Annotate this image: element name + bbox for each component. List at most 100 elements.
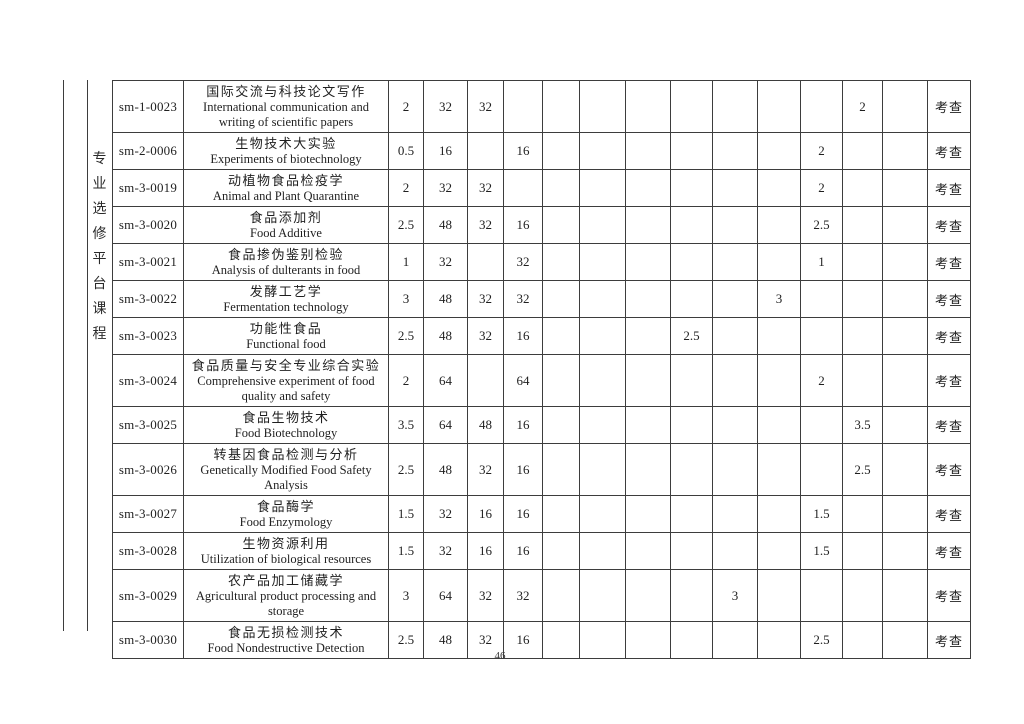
semester-cell — [882, 206, 928, 244]
semester-cell — [542, 621, 580, 659]
credits-cell: 2 — [388, 80, 424, 133]
lab-hours-cell: 16 — [503, 532, 543, 570]
course-code-cell: sm-3-0021 — [112, 243, 184, 281]
course-name-cell: 食品掺伪鉴别检验 Analysis of dulterants in food — [183, 243, 389, 281]
semester-cell — [625, 169, 671, 207]
credits-cell: 1 — [388, 243, 424, 281]
semester-cell — [625, 354, 671, 407]
semester-cell — [757, 132, 801, 170]
course-code-cell: sm-1-0023 — [112, 80, 184, 133]
lab-hours-cell: 64 — [503, 354, 543, 407]
semester-cell — [625, 243, 671, 281]
course-name-zh: 食品添加剂 — [249, 210, 323, 225]
semester-cell — [757, 354, 801, 407]
credits-cell: 3 — [388, 569, 424, 622]
assessment-cell: 考查 — [927, 354, 971, 407]
semester-cell — [712, 532, 758, 570]
course-name-en: Experiments of biotechnology — [210, 152, 362, 166]
semester-cell — [757, 317, 801, 355]
course-name-en: Food Enzymology — [239, 515, 333, 529]
semester-cell — [842, 169, 883, 207]
course-name-zh: 农产品加工储藏学 — [227, 573, 344, 588]
semester-cell — [757, 206, 801, 244]
table-left-rule-inner — [87, 80, 88, 631]
course-name-en: Agricultural product processing and stor… — [195, 589, 377, 618]
course-table: sm-1-0023 国际交流与科技论文写作 International comm… — [112, 80, 971, 659]
semester-cell — [757, 569, 801, 622]
semester-cell — [625, 132, 671, 170]
semester-cell — [712, 206, 758, 244]
page-number: 46 — [494, 650, 506, 662]
assessment-cell: 考查 — [927, 169, 971, 207]
semester-cell — [712, 443, 758, 496]
total-hours-cell: 64 — [423, 354, 468, 407]
semester-cell — [882, 495, 928, 533]
table-left-rule-outer — [63, 80, 64, 631]
semester-cell — [842, 132, 883, 170]
course-code-cell: sm-3-0025 — [112, 406, 184, 444]
semester-cell — [670, 569, 713, 622]
course-name-zh: 国际交流与科技论文写作 — [206, 84, 366, 99]
course-code-cell: sm-2-0006 — [112, 132, 184, 170]
total-hours-cell: 64 — [423, 406, 468, 444]
semester-cell — [882, 532, 928, 570]
course-code-cell: sm-3-0028 — [112, 532, 184, 570]
lecture-hours-cell — [467, 354, 504, 407]
semester-cell — [712, 132, 758, 170]
semester-cell — [542, 495, 580, 533]
total-hours-cell: 48 — [423, 317, 468, 355]
semester-cell — [625, 280, 671, 318]
lab-hours-cell: 16 — [503, 206, 543, 244]
course-name-en: Comprehensive experiment of food quality… — [197, 374, 375, 403]
semester-cell — [670, 280, 713, 318]
course-name-zh: 食品质量与安全专业综合实验 — [191, 358, 381, 373]
course-name-cell: 生物技术大实验 Experiments of biotechnology — [183, 132, 389, 170]
semester-cell — [757, 406, 801, 444]
course-name-zh: 动植物食品检疫学 — [227, 173, 344, 188]
semester-cell — [625, 80, 671, 133]
total-hours-cell: 48 — [423, 206, 468, 244]
lab-hours-cell: 16 — [503, 495, 543, 533]
assessment-cell: 考查 — [927, 280, 971, 318]
course-name-en: Analysis of dulterants in food — [211, 263, 361, 277]
semester-cell — [882, 280, 928, 318]
course-name-cell: 食品酶学 Food Enzymology — [183, 495, 389, 533]
credits-cell: 2.5 — [388, 206, 424, 244]
total-hours-cell: 32 — [423, 495, 468, 533]
semester-cell — [670, 132, 713, 170]
total-hours-cell: 32 — [423, 243, 468, 281]
semester-cell — [712, 621, 758, 659]
semester-cell — [670, 243, 713, 281]
semester-cell: 2 — [842, 80, 883, 133]
semester-cell — [670, 80, 713, 133]
semester-cell — [542, 280, 580, 318]
assessment-cell: 考查 — [927, 132, 971, 170]
semester-cell — [842, 317, 883, 355]
semester-cell — [579, 354, 626, 407]
table-row: sm-3-0030 食品无损检测技术 Food Nondestructive D… — [112, 621, 971, 659]
semester-cell — [712, 243, 758, 281]
lab-hours-cell: 32 — [503, 243, 543, 281]
semester-cell: 2.5 — [842, 443, 883, 496]
course-name-en: Genetically Modified Food Safety Analysi… — [200, 463, 372, 492]
semester-cell — [579, 280, 626, 318]
credits-cell: 1.5 — [388, 495, 424, 533]
semester-cell — [882, 406, 928, 444]
semester-cell — [542, 169, 580, 207]
table-row: sm-3-0020 食品添加剂 Food Additive 2.5 48 32 … — [112, 206, 971, 244]
semester-cell — [542, 243, 580, 281]
semester-cell — [579, 132, 626, 170]
assessment-cell: 考查 — [927, 532, 971, 570]
course-code-cell: sm-3-0026 — [112, 443, 184, 496]
course-name-zh: 生物技术大实验 — [235, 136, 337, 151]
semester-cell — [712, 406, 758, 444]
table-row: sm-3-0019 动植物食品检疫学 Animal and Plant Quar… — [112, 169, 971, 207]
course-name-zh: 功能性食品 — [249, 321, 323, 336]
semester-cell — [842, 354, 883, 407]
semester-cell — [757, 169, 801, 207]
semester-cell — [842, 243, 883, 281]
course-code-cell: sm-3-0027 — [112, 495, 184, 533]
credits-cell: 2.5 — [388, 443, 424, 496]
semester-cell — [542, 317, 580, 355]
semester-cell — [842, 206, 883, 244]
